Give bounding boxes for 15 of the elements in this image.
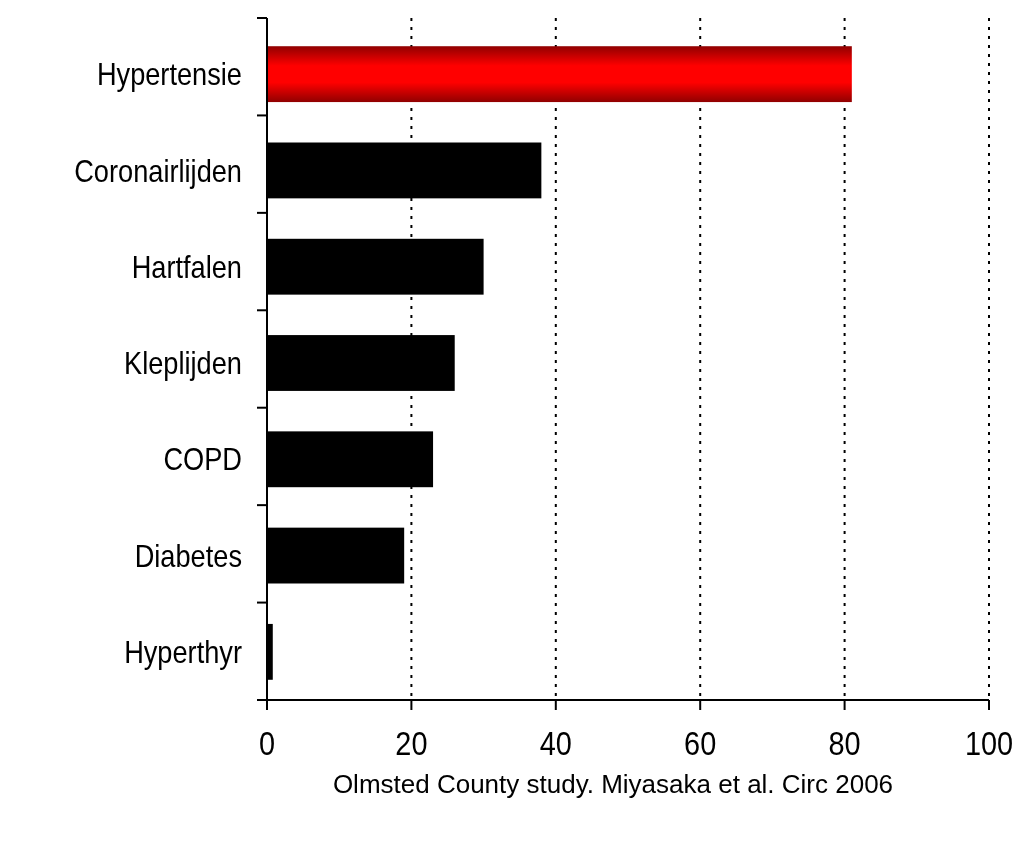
x-tick-label: 40 [539,723,572,763]
x-tick-label: 0 [258,723,276,763]
y-tick-label: Hypertensie [96,56,242,92]
x-tick-label: 100 [964,723,1014,763]
x-tick-label: 80 [828,723,861,763]
y-tick-label: Coronairlijden [74,152,242,189]
y-tick-label: Hyperthyr [124,633,243,670]
bar [267,46,852,103]
x-tick-label: 60 [684,723,717,763]
y-tick-label: Hartfalen [131,248,242,285]
y-tick-label: COPD [163,441,242,477]
y-tick-label: Diabetes [134,537,242,574]
x-tick-label: 20 [395,723,428,763]
y-tick-label: Kleplijden [124,345,242,381]
text: Olmsted County study. Miyasaka et al. Circ 2006 [331,771,895,799]
